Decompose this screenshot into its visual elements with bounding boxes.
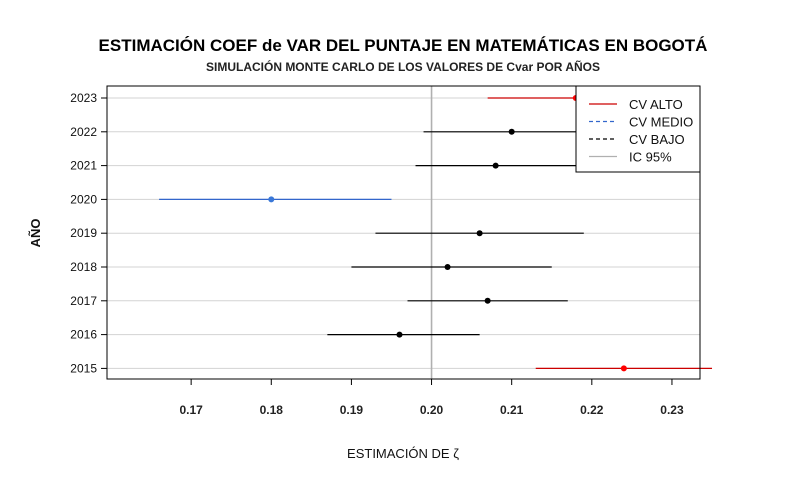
y-tick-label-2020: 2020 [70,192,97,206]
legend-label-ic: IC 95% [629,150,672,165]
legend-label-bajo: CV BAJO [629,132,685,147]
y-tick-label-2019: 2019 [70,226,97,240]
legend-box [575,85,701,173]
plot-area: 2023 2022 2021 2020 2019 2018 2017 2016 2015 0.17… [70,85,713,417]
y-tick-label-2018: 2018 [70,260,97,274]
y-axis-label: AÑO [28,219,43,248]
chart-subtitle: SIMULACIÓN MONTE CARLO DE LOS VALORES DE… [206,59,600,74]
x-tick-label-0.20: 0.20 [420,403,444,417]
x-tick-label-0.17: 0.17 [179,403,203,417]
plot-frame [106,85,701,380]
y-tick-label-2021: 2021 [70,159,97,173]
x-tick-label-0.22: 0.22 [580,403,604,417]
x-tick-label-0.21: 0.21 [500,403,524,417]
legend-label-alto: CV ALTO [629,97,683,112]
x-tick-label-0.19: 0.19 [340,403,364,417]
y-tick-label-2022: 2022 [70,125,97,139]
y-tick-label-2017: 2017 [70,294,97,308]
point-2016 [396,331,403,338]
x-axis-label: ESTIMACIÓN DE ζ [347,446,459,461]
point-2018 [444,264,451,270]
point-2022 [508,128,515,135]
y-tick-label-2023: 2023 [70,91,97,105]
x-tick-label-0.23: 0.23 [660,403,684,417]
y-tick-label-2015: 2015 [70,361,97,375]
point-2019 [476,230,483,237]
point-2020 [268,196,275,203]
point-2021 [492,162,499,169]
chart-title: ESTIMACIÓN COEF de VAR DEL PUNTAJE EN MA… [99,36,708,55]
x-tick-label-0.18: 0.18 [260,403,284,417]
point-2015 [620,365,627,372]
y-tick-label-2016: 2016 [70,328,97,342]
legend-label-medio: CV MEDIO [629,115,693,130]
point-2017 [484,297,491,304]
